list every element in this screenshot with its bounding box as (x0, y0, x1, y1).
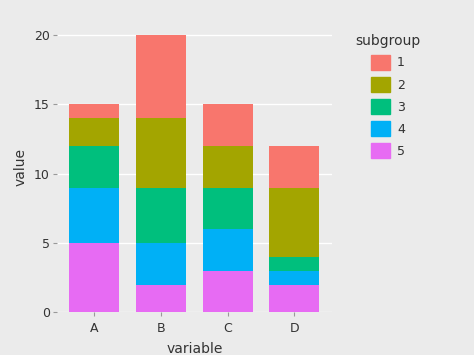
Bar (203, 188, 253, 229)
Bar (203, 104, 253, 146)
Bar (69, 146, 119, 188)
Bar (269, 285, 319, 312)
Bar (69, 104, 119, 118)
Bar (269, 257, 319, 271)
Bar (136, 35, 186, 118)
Bar (136, 188, 186, 243)
Bar (203, 229, 253, 271)
X-axis label: variable: variable (166, 342, 222, 355)
Bar (136, 285, 186, 312)
Legend: 1, 2, 3, 4, 5: 1, 2, 3, 4, 5 (349, 28, 427, 165)
Bar (203, 271, 253, 312)
Bar (69, 188, 119, 243)
Bar (269, 188, 319, 257)
Bar (203, 146, 253, 188)
Bar (269, 146, 319, 188)
Y-axis label: value: value (13, 148, 27, 186)
Bar (269, 271, 319, 285)
Bar (69, 243, 119, 312)
Bar (136, 243, 186, 285)
Bar (136, 118, 186, 188)
Bar (69, 118, 119, 146)
